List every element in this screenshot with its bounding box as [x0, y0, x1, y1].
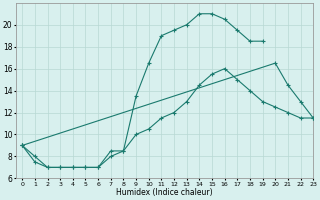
X-axis label: Humidex (Indice chaleur): Humidex (Indice chaleur) [116, 188, 213, 197]
